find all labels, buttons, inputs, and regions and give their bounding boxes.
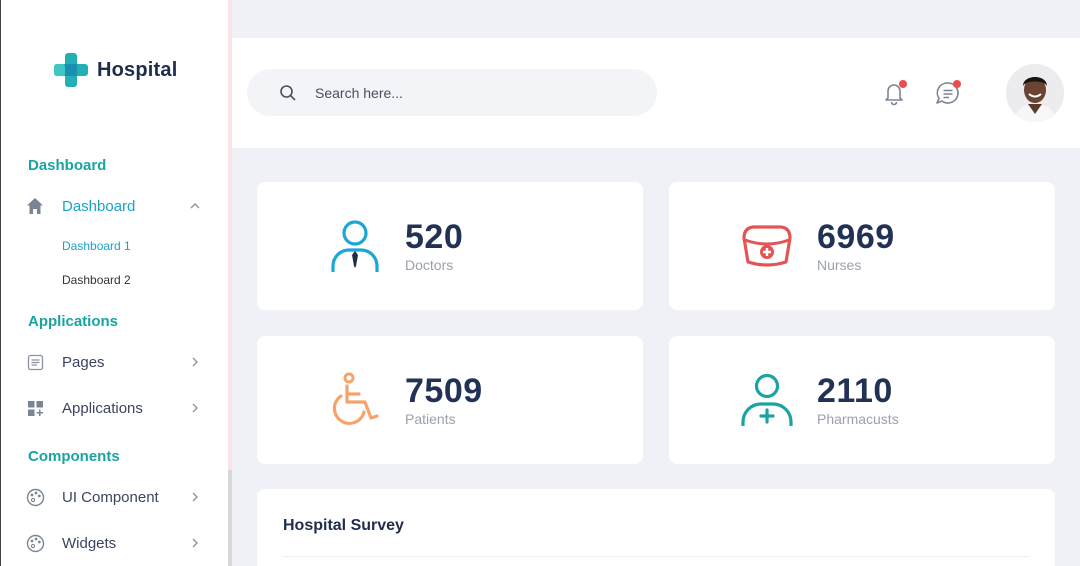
sidebar-item-label: Widgets bbox=[62, 534, 117, 552]
pages-icon bbox=[25, 352, 45, 372]
chevron-right-icon bbox=[192, 492, 198, 502]
stat-card-doctors[interactable]: 520 Doctors bbox=[257, 182, 643, 310]
sidebar-item-label: Applications bbox=[62, 399, 143, 417]
divider bbox=[283, 556, 1029, 557]
section-title-applications: Applications bbox=[28, 313, 119, 330]
notification-badge bbox=[899, 80, 907, 88]
wheelchair-icon bbox=[332, 372, 379, 425]
sidebar-item-applications[interactable]: Applications bbox=[25, 395, 201, 421]
sidebar-item-label: Pages bbox=[62, 353, 105, 371]
message-badge bbox=[953, 80, 961, 88]
sidebar-subitem-dashboard-1[interactable]: Dashboard 1 bbox=[62, 239, 131, 253]
nurse-cap-icon bbox=[742, 225, 792, 267]
search-icon[interactable] bbox=[279, 84, 297, 102]
survey-title: Hospital Survey bbox=[283, 517, 404, 534]
chevron-right-icon bbox=[192, 538, 198, 548]
sidebar-item-label: UI Component bbox=[62, 488, 159, 506]
chevron-right-icon bbox=[192, 403, 198, 413]
doctor-icon bbox=[331, 220, 379, 272]
section-title-components: Components bbox=[28, 448, 120, 465]
palette-icon bbox=[25, 487, 45, 507]
sidebar-scrollbar[interactable] bbox=[228, 0, 232, 566]
pharmacist-icon bbox=[741, 373, 793, 426]
sidebar-item-ui-component[interactable]: UI Component bbox=[25, 484, 201, 510]
sidebar-item-pages[interactable]: Pages bbox=[25, 349, 201, 375]
palette-icon bbox=[25, 533, 45, 553]
stat-value: 520 bbox=[405, 218, 464, 256]
sidebar: Hospital Dashboard Dashboard Dashboard 1… bbox=[0, 0, 228, 566]
stat-value: 2110 bbox=[817, 372, 893, 410]
sidebar-item-widgets[interactable]: Widgets bbox=[25, 530, 201, 556]
stat-value: 7509 bbox=[405, 372, 483, 410]
search-input[interactable] bbox=[315, 84, 635, 101]
scrollbar-thumb[interactable] bbox=[228, 470, 232, 566]
stat-card-pharmacists[interactable]: 2110 Pharmacusts bbox=[669, 336, 1055, 464]
chevron-up-icon bbox=[190, 203, 200, 209]
brand-name: Hospital bbox=[97, 58, 178, 81]
stat-card-nurses[interactable]: 6969 Nurses bbox=[669, 182, 1055, 310]
sidebar-item-label: Dashboard bbox=[62, 197, 136, 215]
sidebar-item-dashboard[interactable]: Dashboard bbox=[25, 193, 201, 219]
chevron-right-icon bbox=[192, 357, 198, 367]
top-header bbox=[232, 38, 1080, 148]
user-avatar[interactable] bbox=[1006, 64, 1064, 122]
stat-label: Pharmacusts bbox=[817, 411, 899, 427]
stat-label: Doctors bbox=[405, 257, 454, 273]
stat-value: 6969 bbox=[817, 218, 895, 256]
search-bar bbox=[247, 69, 657, 116]
stat-label: Patients bbox=[405, 411, 456, 427]
hospital-survey-panel: Hospital Survey bbox=[257, 489, 1055, 566]
stat-label: Nurses bbox=[817, 257, 862, 273]
section-title-dashboard: Dashboard bbox=[28, 157, 107, 174]
stat-card-patients[interactable]: 7509 Patients bbox=[257, 336, 643, 464]
sidebar-subitem-dashboard-2[interactable]: Dashboard 2 bbox=[62, 273, 131, 287]
grid-icon bbox=[25, 398, 45, 418]
notifications-button[interactable] bbox=[880, 79, 908, 107]
home-icon bbox=[25, 196, 45, 216]
brand-logo[interactable]: Hospital bbox=[53, 52, 178, 88]
messages-button[interactable] bbox=[934, 79, 962, 107]
bell-icon bbox=[885, 84, 903, 106]
medical-cross-icon bbox=[54, 53, 88, 87]
user-photo-icon bbox=[1006, 64, 1064, 122]
